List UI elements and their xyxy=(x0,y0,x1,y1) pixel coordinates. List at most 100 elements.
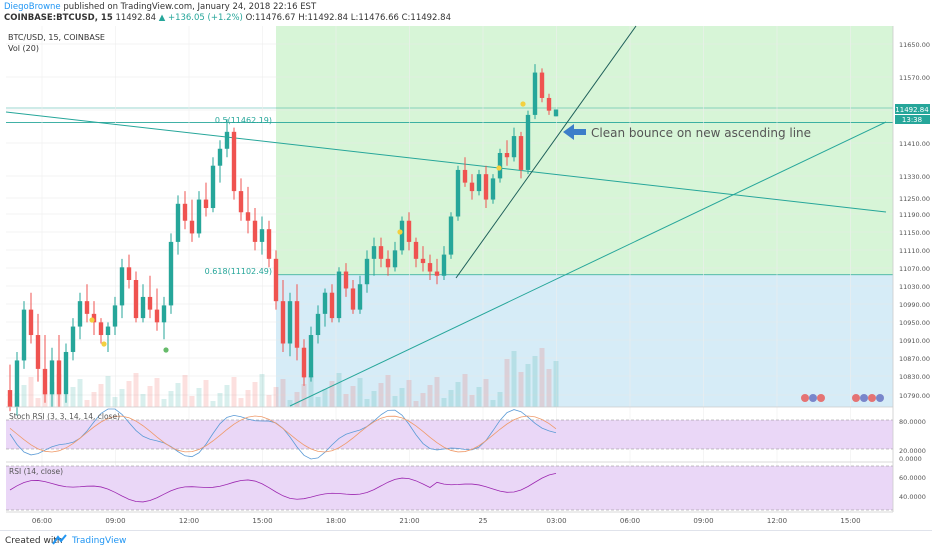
tradingview-brand[interactable]: TradingView xyxy=(72,536,127,546)
event-icon[interactable] xyxy=(852,394,860,402)
fib-zone-lower xyxy=(276,274,893,407)
candle-body xyxy=(126,267,132,280)
signal-dot xyxy=(89,317,95,323)
event-icon[interactable] xyxy=(817,394,825,402)
volume-bar xyxy=(98,384,104,407)
price-tick-label: 11030.00 xyxy=(899,283,930,291)
volume-bar xyxy=(189,396,195,407)
volume-bar xyxy=(84,400,90,407)
published-info: published on TradingView.com, January 24… xyxy=(63,2,317,12)
candle-body xyxy=(56,360,62,395)
volume-bar xyxy=(511,351,517,407)
price-chart[interactable]: 11650.0011570.0011490.0011410.0011330.00… xyxy=(0,0,932,530)
volume-bar xyxy=(21,385,27,407)
event-icon[interactable] xyxy=(801,394,809,402)
volume-bar xyxy=(182,375,188,407)
price-tick-label: 11070.00 xyxy=(899,265,930,273)
price-tick-label: 10910.00 xyxy=(899,337,930,345)
candle-body xyxy=(217,148,223,166)
ascending-trendline-long xyxy=(289,121,887,407)
candle-body xyxy=(259,229,265,242)
volume-bar xyxy=(315,397,321,407)
volume-bar xyxy=(168,391,174,407)
volume-legend: Vol (20) xyxy=(8,44,39,53)
event-icon[interactable] xyxy=(876,394,884,402)
volume-bar xyxy=(420,393,426,407)
candle-body xyxy=(224,131,230,149)
last-price-tag xyxy=(895,104,930,114)
volume-bar xyxy=(133,373,139,407)
author-name[interactable]: DiegoBrowne xyxy=(4,2,61,12)
signal-dot xyxy=(101,341,107,347)
candle-body xyxy=(406,220,412,242)
volume-bar xyxy=(294,392,300,407)
volume-bar xyxy=(399,388,405,407)
tradingview-logo-icon[interactable] xyxy=(52,534,68,546)
candle-body xyxy=(105,326,111,336)
signal-dot xyxy=(163,347,169,353)
candle-body xyxy=(154,309,160,323)
countdown-tag xyxy=(895,115,930,124)
event-icons[interactable] xyxy=(801,394,884,402)
volume-bar xyxy=(203,380,209,407)
price-tick-label: 11250.00 xyxy=(899,195,930,203)
signal-dot xyxy=(397,229,403,235)
volume-bar xyxy=(119,389,125,407)
price-tick-label: 11110.00 xyxy=(899,247,930,255)
candle-body xyxy=(140,296,146,319)
volume-bar xyxy=(329,381,335,407)
candle-body xyxy=(147,296,153,310)
candle-body xyxy=(210,165,216,209)
event-icon[interactable] xyxy=(868,394,876,402)
volume-bar xyxy=(322,389,328,407)
time-tick-label: 12:00 xyxy=(179,517,199,525)
stoch-rsi-band xyxy=(6,420,893,449)
candle-body xyxy=(175,203,181,242)
volume-bar xyxy=(196,388,202,407)
time-tick-label: 25 xyxy=(479,517,488,525)
volume-bar xyxy=(112,397,118,407)
event-icon[interactable] xyxy=(860,394,868,402)
volume-bar xyxy=(532,356,538,407)
price-tick-label: 11330.00 xyxy=(899,173,930,181)
candle-body xyxy=(413,241,419,259)
volume-bar xyxy=(210,401,216,407)
time-tick-label: 06:00 xyxy=(620,517,640,525)
candle-body xyxy=(252,220,258,242)
volume-bar xyxy=(259,374,265,407)
candle-body xyxy=(357,284,363,310)
candle-body xyxy=(77,301,83,327)
candle-body xyxy=(112,305,118,327)
created-with-text: Created with xyxy=(5,536,63,546)
candle-body xyxy=(399,220,405,251)
candle-body xyxy=(455,169,461,217)
volume-bar xyxy=(126,381,132,407)
volume-bar xyxy=(266,395,272,407)
candle-body xyxy=(161,305,167,323)
price-tick-label: 10790.00 xyxy=(899,392,930,400)
candle-body xyxy=(469,182,475,192)
last-price-tag-text: 11492.84 xyxy=(895,106,929,114)
fib-0618-label: 0.618(11102.49) xyxy=(205,267,272,276)
volume-bar xyxy=(245,390,251,407)
volume-bar xyxy=(77,379,83,407)
time-tick-label: 09:00 xyxy=(693,517,713,525)
annotation-arrow-icon xyxy=(563,124,586,140)
volume-bar xyxy=(525,364,531,407)
time-tick-label: 12:00 xyxy=(767,517,787,525)
volume-bar xyxy=(448,390,454,407)
candle-body xyxy=(119,267,125,306)
event-icon[interactable] xyxy=(809,394,817,402)
candle-body xyxy=(539,72,545,98)
volume-bar xyxy=(252,382,258,407)
signal-dot xyxy=(496,165,502,171)
volume-bar xyxy=(469,395,475,407)
candle-body xyxy=(91,313,97,323)
volume-bar xyxy=(539,348,545,407)
fib-zones xyxy=(6,26,893,407)
candle-body xyxy=(385,258,391,268)
price-tick-label: 10950.00 xyxy=(899,319,930,327)
price-tick-label: 11190.00 xyxy=(899,211,930,219)
ohlc-values: O:11476.67 H:11492.84 L:11476.66 C:11492… xyxy=(245,13,451,23)
candle-body xyxy=(280,301,286,344)
